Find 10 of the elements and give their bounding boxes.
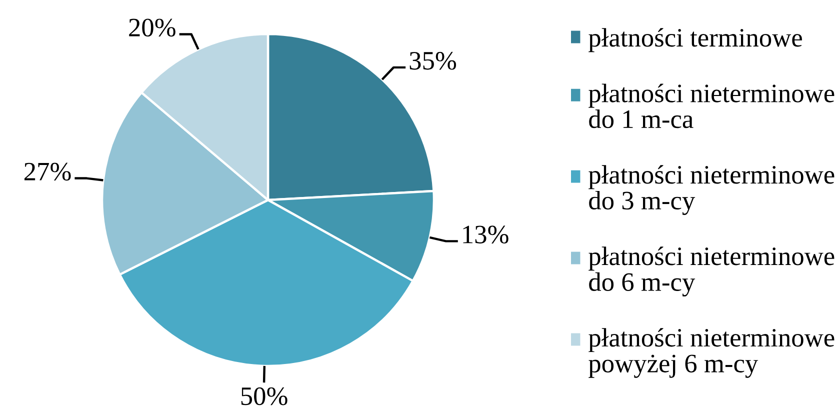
legend-label: płatności nieterminowe do 3 m-cy [588,165,834,215]
data-label: 20% [129,18,176,37]
legend-label: płatności nieterminowe powyżej 6 m-cy [588,328,834,378]
data-label: 50% [241,387,288,406]
data-label: 13% [463,226,508,244]
legend-label: płatności terminowe [588,28,802,52]
legend-label: płatności nieterminowe do 1 m-ca [588,84,834,128]
data-label: 27% [24,162,71,181]
legend-label: płatności nieterminowe do 6 m-cy [588,246,834,296]
data-label: 35% [410,52,456,70]
